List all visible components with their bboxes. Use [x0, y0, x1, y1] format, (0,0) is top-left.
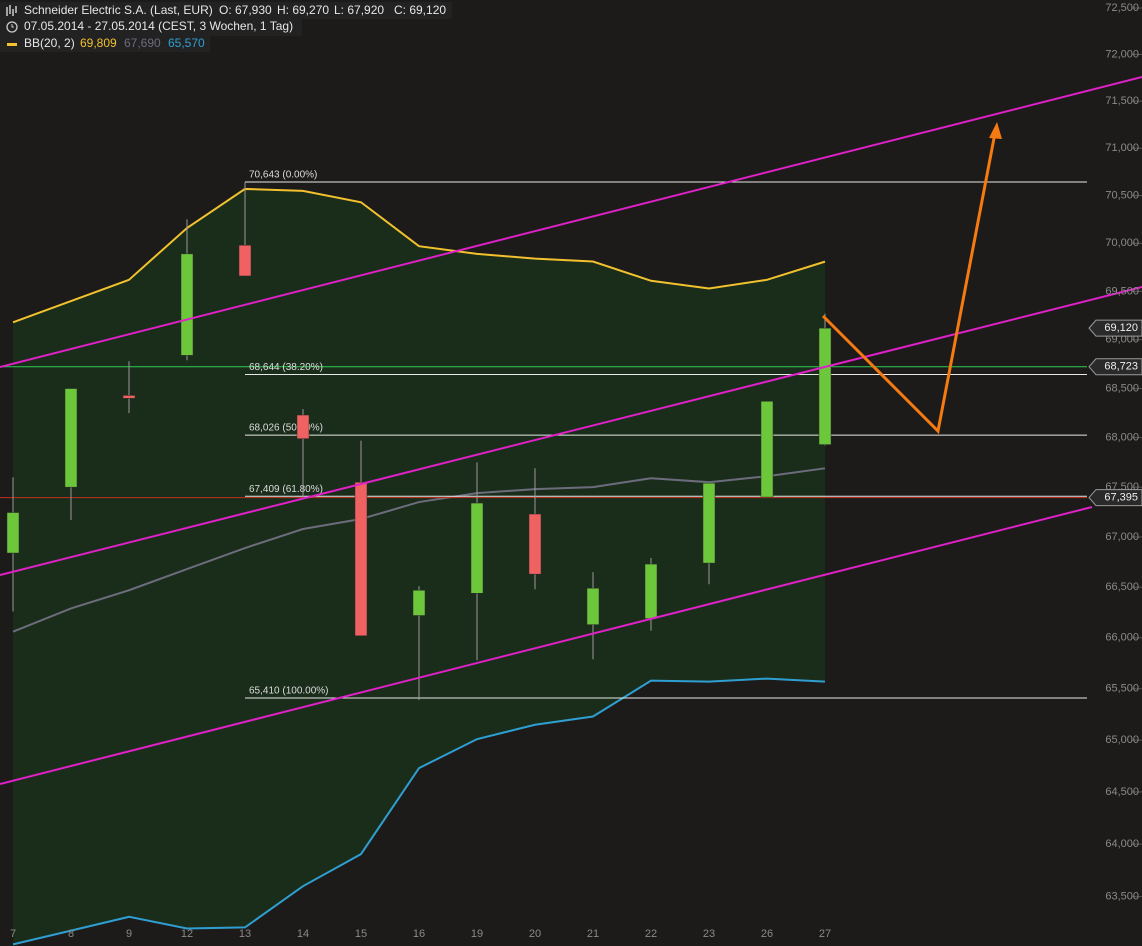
x-tick-label: 9	[126, 928, 132, 940]
x-tick-label: 8	[68, 928, 74, 940]
header-bg	[0, 2, 452, 19]
y-tick-label: 65,500	[1105, 683, 1139, 695]
clock-icon	[6, 21, 18, 33]
band-fill	[13, 188, 825, 945]
y-tick-label: 66,000	[1105, 632, 1139, 644]
x-tick-label: 22	[645, 928, 657, 940]
y-tick-label: 65,000	[1105, 734, 1139, 746]
price-tag	[1088, 489, 1142, 507]
fib-label: 68,644 (38.20%)	[249, 362, 323, 373]
open: O: 67,930	[219, 3, 272, 17]
x-tick-label: 20	[529, 928, 541, 940]
header-bg	[0, 36, 210, 52]
y-tick-label: 71,000	[1105, 142, 1139, 154]
candle-body	[354, 481, 368, 637]
x-tick-label: 7	[10, 928, 16, 940]
candle-body	[470, 502, 484, 594]
x-tick-label: 12	[181, 928, 193, 940]
band-line	[12, 187, 826, 324]
x-tick-label: 15	[355, 928, 367, 940]
candle-body	[180, 253, 194, 356]
band-line	[12, 677, 826, 946]
title: Schneider Electric S.A. (Last, EUR)	[24, 3, 213, 17]
candle-body	[412, 589, 426, 616]
header: Schneider Electric S.A. (Last, EUR) O: 6…	[0, 2, 452, 52]
candle-body	[122, 395, 136, 399]
indicator-value: 69,809	[80, 36, 117, 50]
candle-body	[586, 587, 600, 625]
price-tag-label: 68,723	[1104, 361, 1138, 373]
foreground-layer: 63,500 64,000 64,500 65,000 65,500 66,000 66,5…	[10, 2, 1142, 940]
x-tick-label: 14	[297, 928, 309, 940]
candle-body	[296, 414, 310, 439]
fib-label: 70,643 (0.00%)	[249, 170, 317, 181]
y-tick-label: 63,500	[1105, 891, 1139, 903]
x-tick-label: 13	[239, 928, 251, 940]
band-line	[12, 467, 826, 633]
icon	[6, 5, 17, 16]
y-tick-label: 70,500	[1105, 190, 1139, 202]
legend-swatch	[7, 43, 17, 46]
x-tick-label: 23	[703, 928, 715, 940]
y-tick-label: 71,500	[1105, 95, 1139, 107]
y-tick-label: 64,500	[1105, 786, 1139, 798]
candle-body	[64, 388, 78, 488]
background-layer: 70,643 (0.00%) 68,644 (38.20%) 68,026 (50.…	[0, 170, 1087, 946]
low: L: 67,920	[334, 3, 384, 17]
forecast-arrow	[821, 132, 997, 435]
y-tick-label: 69,500	[1105, 285, 1139, 297]
indicator: BB(20, 2)	[24, 36, 75, 50]
period: 07.05.2014 - 27.05.2014 (CEST, 3 Wochen,…	[24, 19, 293, 33]
indicator-value: 67,690	[124, 36, 161, 50]
drawings	[0, 76, 1142, 785]
x-tick-label: 26	[761, 928, 773, 940]
price-tag	[1088, 319, 1142, 337]
fib-label: 65,410 (100.00%)	[249, 686, 329, 697]
price-tag	[1088, 358, 1142, 376]
y-tick-label: 70,000	[1105, 237, 1139, 249]
candle-body	[818, 327, 832, 445]
header-bg	[0, 19, 302, 36]
y-tick-label: 69,000	[1105, 334, 1139, 346]
candle-body	[528, 513, 542, 575]
fib-label: 68,026 (50.00%)	[249, 423, 323, 434]
y-tick-label: 72,500	[1105, 2, 1139, 14]
clock-hand	[11, 24, 14, 28]
x-tick-label: 16	[413, 928, 425, 940]
fib-label: 67,409 (61.80%)	[249, 484, 323, 495]
trend-line	[0, 506, 1093, 785]
trend-line	[0, 286, 1142, 576]
candle-body	[760, 401, 774, 498]
candle-body	[702, 482, 716, 564]
y-tick-label: 67,000	[1105, 531, 1139, 543]
candle-body	[644, 563, 658, 619]
x-tick-label: 27	[819, 928, 831, 940]
candle-body	[238, 244, 252, 277]
high: H: 69,270	[277, 3, 329, 17]
x-tick-label: 19	[471, 928, 483, 940]
arrow-head	[989, 122, 1002, 139]
trend-line	[0, 76, 1142, 368]
y-tick-label: 64,000	[1105, 838, 1139, 850]
y-tick-label: 68,000	[1105, 432, 1139, 444]
indicator-value: 65,570	[168, 36, 205, 50]
x-tick-label: 21	[587, 928, 599, 940]
price-tag-label: 67,395	[1104, 491, 1138, 503]
candle-body	[6, 512, 20, 554]
close: C: 69,120	[394, 3, 446, 17]
y-tick-label: 72,000	[1105, 48, 1139, 60]
y-tick-label: 68,500	[1105, 382, 1139, 394]
price-tag-label: 69,120	[1104, 322, 1138, 334]
y-tick-label: 66,500	[1105, 581, 1139, 593]
